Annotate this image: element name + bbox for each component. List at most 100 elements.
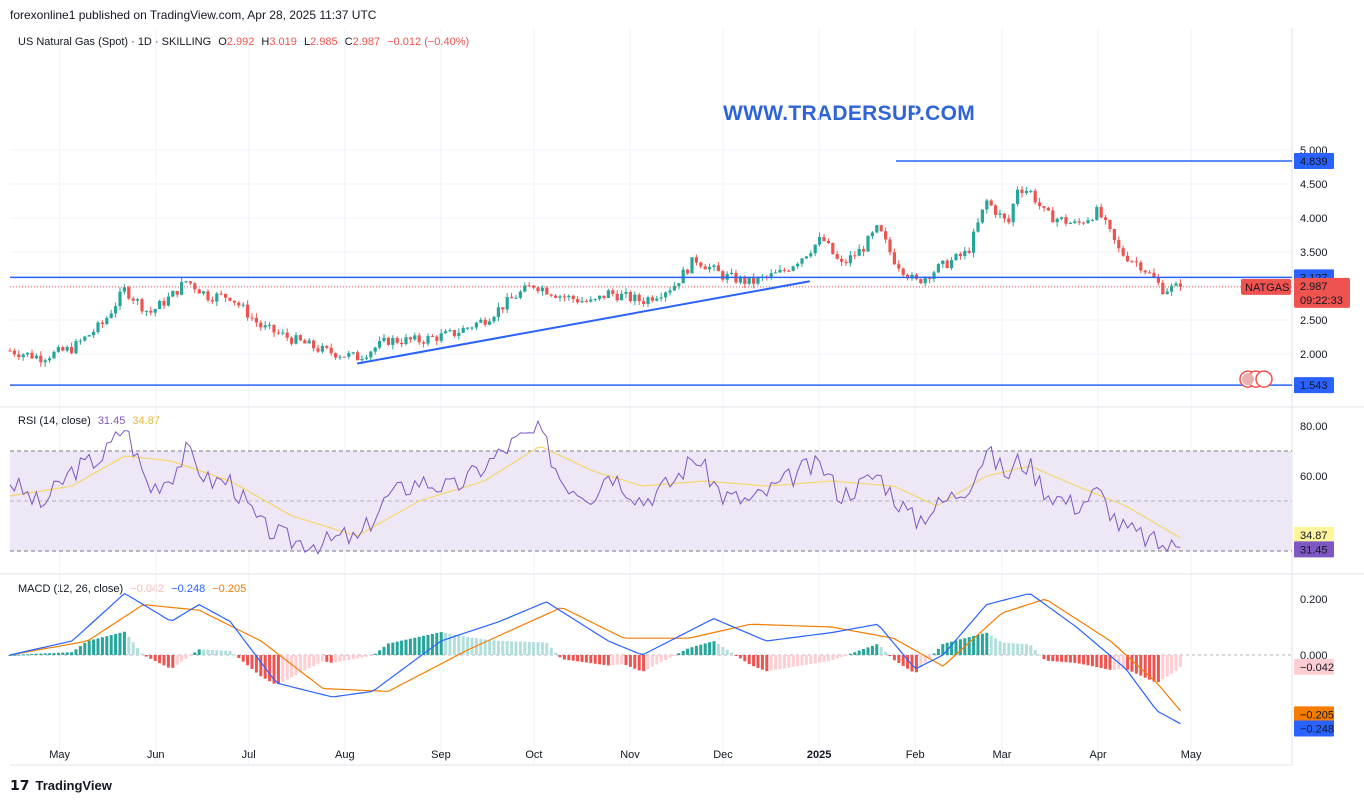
candle-body-175[interactable] <box>778 269 782 273</box>
candle-body-105[interactable] <box>470 327 474 329</box>
candle-body-180[interactable] <box>800 258 804 264</box>
candle-body-0[interactable] <box>8 350 12 352</box>
candle-body-35[interactable] <box>162 300 166 306</box>
candle-body-99[interactable] <box>444 331 448 334</box>
candle-body-82[interactable] <box>369 351 373 358</box>
candle-body-40[interactable] <box>184 281 188 283</box>
candle-body-52[interactable] <box>237 302 241 306</box>
candle-body-116[interactable] <box>518 291 522 298</box>
candle-body-118[interactable] <box>527 285 531 287</box>
candle-body-243[interactable] <box>1077 221 1081 223</box>
candle-body-21[interactable] <box>100 322 104 324</box>
candle-body-123[interactable] <box>549 294 553 296</box>
candle-body-169[interactable] <box>752 277 756 284</box>
candle-body-109[interactable] <box>488 321 492 325</box>
candle-body-242[interactable] <box>1073 221 1077 223</box>
candle-body-168[interactable] <box>747 277 751 284</box>
candle-body-95[interactable] <box>426 335 430 344</box>
candle-body-6[interactable] <box>34 355 38 359</box>
candle-body-32[interactable] <box>149 310 153 313</box>
candle-body-133[interactable] <box>593 298 597 300</box>
candle-body-166[interactable] <box>738 276 742 283</box>
candle-body-179[interactable] <box>796 263 800 267</box>
candle-body-201[interactable] <box>892 252 896 265</box>
candle-body-102[interactable] <box>457 332 461 336</box>
candle-body-185[interactable] <box>822 237 826 242</box>
candle-body-108[interactable] <box>483 319 487 325</box>
candle-body-195[interactable] <box>866 236 870 252</box>
symbol-name[interactable]: US Natural Gas (Spot) · 1D · SKILLING <box>18 36 212 48</box>
candle-body-17[interactable] <box>83 336 87 341</box>
candle-body-34[interactable] <box>158 300 162 310</box>
candle-body-235[interactable] <box>1042 206 1046 208</box>
candle-body-119[interactable] <box>532 285 536 288</box>
candle-body-227[interactable] <box>1007 218 1011 223</box>
candle-body-42[interactable] <box>193 283 197 290</box>
candle-body-4[interactable] <box>26 352 30 355</box>
candle-body-239[interactable] <box>1060 217 1064 219</box>
candle-body-150[interactable] <box>668 290 672 293</box>
candle-body-146[interactable] <box>650 297 654 301</box>
candle-body-262[interactable] <box>1161 282 1165 295</box>
candle-body-160[interactable] <box>712 265 716 267</box>
candle-body-194[interactable] <box>862 248 866 252</box>
candle-body-93[interactable] <box>417 335 421 343</box>
candle-body-193[interactable] <box>857 248 861 256</box>
candle-body-230[interactable] <box>1020 189 1024 193</box>
candle-body-79[interactable] <box>356 352 360 361</box>
candle-body-183[interactable] <box>813 244 817 254</box>
candle-body-207[interactable] <box>919 278 923 284</box>
candle-body-27[interactable] <box>127 287 131 299</box>
candle-body-134[interactable] <box>598 295 602 299</box>
candle-body-244[interactable] <box>1082 222 1086 224</box>
candle-body-196[interactable] <box>870 232 874 237</box>
candle-body-41[interactable] <box>188 281 192 284</box>
candle-body-39[interactable] <box>180 282 184 295</box>
candle-body-59[interactable] <box>268 324 272 326</box>
candle-body-70[interactable] <box>316 348 320 352</box>
candle-body-216[interactable] <box>958 253 962 257</box>
candle-body-203[interactable] <box>901 268 905 275</box>
candle-body-57[interactable] <box>259 322 263 328</box>
candle-body-8[interactable] <box>43 360 47 363</box>
candle-body-140[interactable] <box>624 291 628 294</box>
candle-body-153[interactable] <box>681 269 685 284</box>
candle-body-233[interactable] <box>1033 190 1037 203</box>
candle-body-26[interactable] <box>122 287 126 292</box>
candle-body-11[interactable] <box>56 347 60 352</box>
rsi-label[interactable]: RSI (14, close) <box>18 415 91 427</box>
candle-body-255[interactable] <box>1130 261 1134 263</box>
candle-body-55[interactable] <box>250 317 254 319</box>
candle-body-217[interactable] <box>963 250 967 257</box>
candle-body-88[interactable] <box>395 337 399 343</box>
candle-body-170[interactable] <box>756 277 760 284</box>
candle-body-237[interactable] <box>1051 210 1055 223</box>
candle-body-219[interactable] <box>972 231 976 253</box>
candle-body-121[interactable] <box>540 287 544 292</box>
candle-body-246[interactable] <box>1090 219 1094 221</box>
candle-body-186[interactable] <box>826 241 830 244</box>
candle-body-202[interactable] <box>897 264 901 269</box>
candle-body-43[interactable] <box>197 289 201 294</box>
candle-body-113[interactable] <box>505 297 509 310</box>
candle-body-251[interactable] <box>1112 229 1116 240</box>
candle-body-114[interactable] <box>510 297 514 299</box>
candle-body-149[interactable] <box>664 292 668 298</box>
candle-body-24[interactable] <box>114 306 118 314</box>
candle-body-58[interactable] <box>263 325 267 328</box>
candle-body-61[interactable] <box>276 332 280 334</box>
candle-body-14[interactable] <box>70 346 74 354</box>
candle-body-84[interactable] <box>378 340 382 348</box>
candle-body-97[interactable] <box>435 336 439 341</box>
candle-body-81[interactable] <box>364 357 368 359</box>
candle-body-164[interactable] <box>730 272 734 275</box>
candle-body-135[interactable] <box>602 295 606 298</box>
candle-body-67[interactable] <box>303 340 307 344</box>
candle-body-66[interactable] <box>298 335 302 341</box>
candle-body-232[interactable] <box>1029 190 1033 192</box>
candle-body-254[interactable] <box>1126 255 1130 262</box>
candle-body-225[interactable] <box>998 213 1002 215</box>
candle-body-89[interactable] <box>400 342 404 345</box>
candle-body-213[interactable] <box>945 260 949 269</box>
candle-body-212[interactable] <box>941 260 945 265</box>
